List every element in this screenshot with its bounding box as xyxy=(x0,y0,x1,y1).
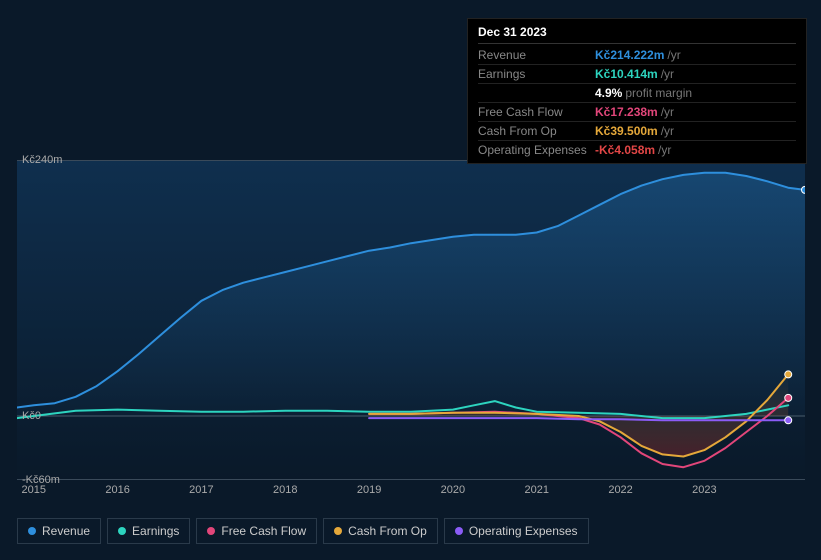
legend-label: Cash From Op xyxy=(348,524,427,538)
tooltip-row-unit: /yr xyxy=(667,48,680,62)
legend-dot-icon xyxy=(28,527,36,535)
tooltip-row: Free Cash FlowKč17.238m/yr xyxy=(478,103,796,122)
tooltip-row: RevenueKč214.222m/yr xyxy=(478,46,796,65)
x-axis-label: 2023 xyxy=(692,484,716,496)
financials-chart[interactable] xyxy=(17,160,805,480)
x-axis-label: 2019 xyxy=(357,484,381,496)
tooltip-row-value: Kč39.500m xyxy=(595,124,658,138)
legend-item[interactable]: Earnings xyxy=(107,518,190,544)
tooltip-row-value: -Kč4.058m xyxy=(595,143,655,157)
tooltip-row: EarningsKč10.414m/yr xyxy=(478,65,796,84)
legend-dot-icon xyxy=(455,527,463,535)
legend-dot-icon xyxy=(118,527,126,535)
y-axis-label: Kč240m xyxy=(22,154,62,166)
tooltip-row-unit: /yr xyxy=(661,105,674,119)
tooltip-row: Cash From OpKč39.500m/yr xyxy=(478,122,796,141)
x-axis-label: 2018 xyxy=(273,484,297,496)
tooltip-row-value: Kč214.222m xyxy=(595,48,664,62)
tooltip-row: 4.9%profit margin xyxy=(478,84,796,103)
tooltip-row-value: Kč17.238m xyxy=(595,105,658,119)
tooltip-row-label: Operating Expenses xyxy=(478,143,595,157)
x-axis-labels: 2015 2016 2017 2018 2019 2020 2021 2022 2023 xyxy=(17,484,805,500)
tooltip-row-label: Revenue xyxy=(478,48,595,62)
x-axis-label: 2016 xyxy=(105,484,129,496)
legend-item[interactable]: Cash From Op xyxy=(323,518,438,544)
y-axis-label: Kč0 xyxy=(22,410,41,422)
legend-label: Revenue xyxy=(42,524,90,538)
tooltip-row-label: Cash From Op xyxy=(478,124,595,138)
legend-label: Operating Expenses xyxy=(469,524,578,538)
tooltip-row: Operating Expenses-Kč4.058m/yr xyxy=(478,141,796,159)
x-axis-label: 2022 xyxy=(608,484,632,496)
legend-label: Earnings xyxy=(132,524,179,538)
x-axis-label: 2015 xyxy=(22,484,46,496)
tooltip-row-unit: /yr xyxy=(661,124,674,138)
tooltip-row-unit: /yr xyxy=(661,67,674,81)
legend-item[interactable]: Revenue xyxy=(17,518,101,544)
tooltip-row-label: Earnings xyxy=(478,67,595,81)
legend-item[interactable]: Operating Expenses xyxy=(444,518,589,544)
legend-item[interactable]: Free Cash Flow xyxy=(196,518,317,544)
chart-tooltip: Dec 31 2023 RevenueKč214.222m/yrEarnings… xyxy=(467,18,807,164)
legend-label: Free Cash Flow xyxy=(221,524,306,538)
x-axis-label: 2021 xyxy=(524,484,548,496)
tooltip-row-unit: /yr xyxy=(658,143,671,157)
legend-dot-icon xyxy=(334,527,342,535)
legend-dot-icon xyxy=(207,527,215,535)
x-axis-label: 2017 xyxy=(189,484,213,496)
tooltip-date: Dec 31 2023 xyxy=(478,25,796,44)
tooltip-row-label xyxy=(478,86,595,100)
chart-legend: Revenue Earnings Free Cash Flow Cash From O… xyxy=(17,518,589,544)
tooltip-row-label: Free Cash Flow xyxy=(478,105,595,119)
x-axis-label: 2020 xyxy=(441,484,465,496)
tooltip-row-value: Kč10.414m xyxy=(595,67,658,81)
tooltip-row-unit: profit margin xyxy=(625,86,692,100)
tooltip-row-value: 4.9% xyxy=(595,86,622,100)
